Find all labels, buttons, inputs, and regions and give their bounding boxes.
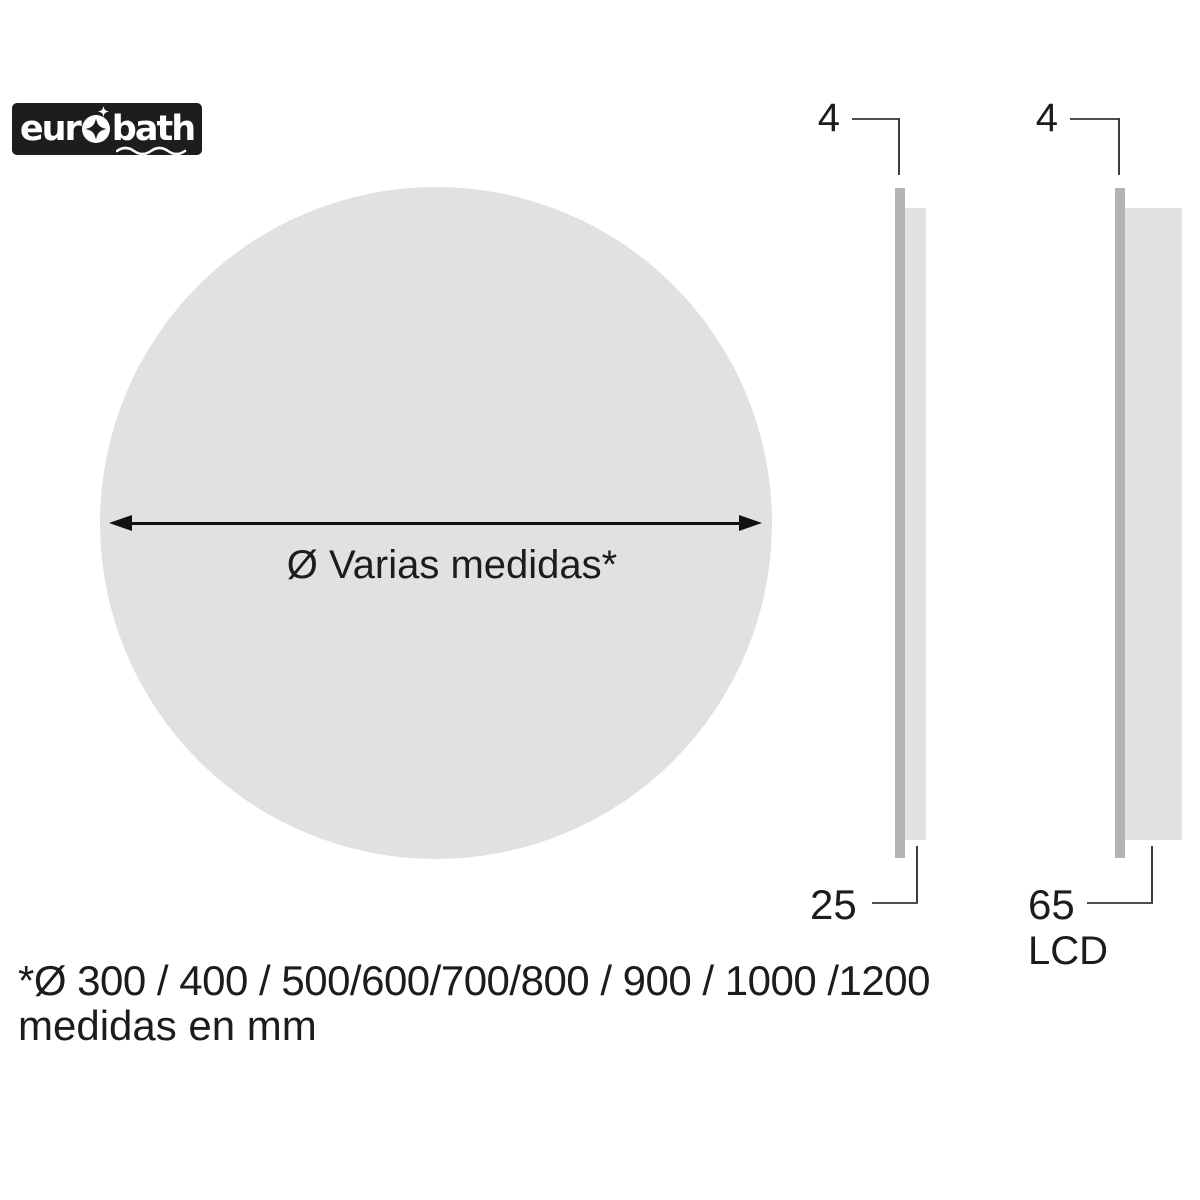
side-view-standard-glass-edge [895,188,905,858]
leader-line-depth-lcd [1151,846,1153,904]
eurobath-logo: eur bath [12,103,202,155]
leader-line-depth-standard [872,902,918,904]
wave-icon [116,146,190,155]
leader-line-thickness-lcd [1070,118,1120,120]
arrowhead-right-icon [739,515,762,531]
depth-label-lcd: 65 [1028,881,1075,928]
thickness-label-standard: 4 [817,96,840,140]
thickness-label-lcd: 4 [1035,96,1058,140]
footnote-units: medidas en mm [18,1002,317,1049]
leader-line-thickness-lcd [1118,118,1120,175]
logo-text-left: eur [19,108,82,149]
leader-line-depth-lcd [1087,902,1153,904]
leader-line-thickness-standard [898,118,900,175]
leader-line-thickness-standard [852,118,900,120]
variant-label-lcd: LCD [1028,929,1109,973]
diameter-arrow [122,522,740,525]
sparkle-accent-icon [98,106,109,117]
side-view-lcd-body [1125,208,1182,840]
side-view-lcd-glass-edge [1115,188,1125,858]
arrowhead-left-icon [109,515,132,531]
side-view-standard-body [905,208,926,840]
footnote-sizes: *Ø 300 / 400 / 500/600/700/800 / 900 / 1… [18,957,930,1004]
diameter-label: Ø Varias medidas* [286,543,618,587]
logo-text-right: bath [111,108,196,149]
leader-line-depth-standard [916,846,918,904]
depth-label-standard: 25 [810,881,857,928]
sparkle-o-icon [81,115,110,143]
